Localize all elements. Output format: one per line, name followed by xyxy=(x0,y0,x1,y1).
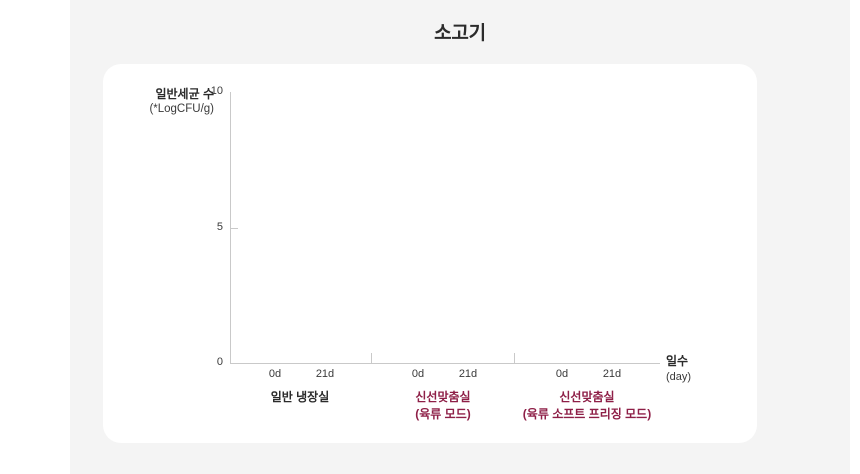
y-axis-label-title: 일반세균 수 xyxy=(155,87,214,101)
y-axis-label: 일반세균 수 (*LogCFU/g) xyxy=(149,86,214,118)
x-tick-label-g2-0d: 0d xyxy=(411,368,425,380)
x-tick-label-g2-21d: 21d xyxy=(458,368,478,380)
y-axis-label-unit: (*LogCFU/g) xyxy=(149,103,214,116)
x-axis-line xyxy=(230,363,660,364)
chart-plot-area: 일반세균 수 (*LogCFU/g) 10 5 0 0d 21d 일반 냉장실 … xyxy=(103,64,757,443)
x-axis-group-separator xyxy=(514,353,515,363)
x-tick-label-g3-0d: 0d xyxy=(555,368,569,380)
y-tick-label-5: 5 xyxy=(216,221,223,233)
x-tick-label-g3-21d: 21d xyxy=(602,368,622,380)
x-axis-label: 일수 (day) xyxy=(666,354,691,384)
y-axis-tick-mark xyxy=(231,228,238,229)
x-tick-label-g1-21d: 21d xyxy=(315,368,335,380)
x-axis-label-unit: (day) xyxy=(666,370,692,383)
x-tick-label-g1-0d: 0d xyxy=(268,368,282,380)
y-tick-label-10: 10 xyxy=(210,85,223,97)
x-group-label-fresh-meat-mode: 신선맞춤실 (육류 모드) xyxy=(415,390,471,422)
y-tick-label-0: 0 xyxy=(216,356,223,368)
x-axis-label-title: 일수 xyxy=(666,354,689,368)
page-title: 소고기 xyxy=(434,23,486,44)
x-axis-group-separator xyxy=(371,353,372,363)
y-axis-line xyxy=(230,92,231,364)
chart-card: 일반세균 수 (*LogCFU/g) 10 5 0 0d 21d 일반 냉장실 … xyxy=(103,64,757,443)
x-group-label-regular-fridge: 일반 냉장실 xyxy=(270,390,330,404)
x-group-label-fresh-meat-soft-freezing-mode: 신선맞춤실 (육류 소프트 프리징 모드) xyxy=(522,390,652,422)
